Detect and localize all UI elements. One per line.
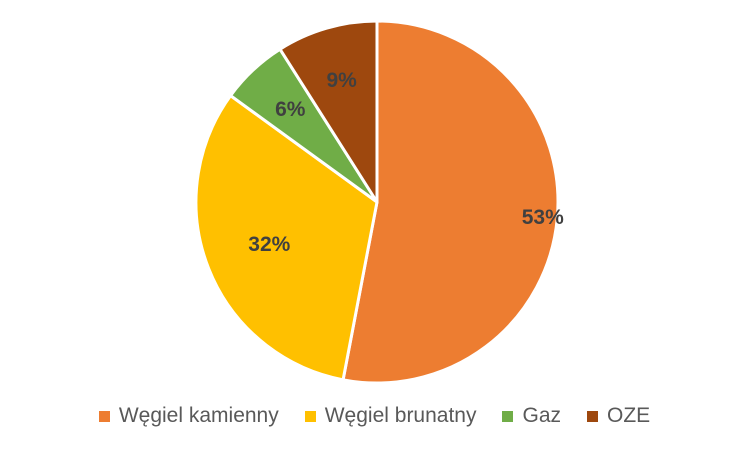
legend-swatch-gaz (502, 410, 514, 422)
data-label-oze: 9% (326, 69, 357, 92)
legend-swatch-wegiel-brunatny (304, 410, 316, 422)
legend-item-wegiel-kamienny: Węgiel kamienny (98, 404, 279, 428)
legend-label-oze: OZE (607, 404, 651, 427)
legend-label-wegiel-brunatny: Węgiel brunatny (324, 404, 477, 427)
legend-swatch-oze (587, 410, 598, 422)
data-label-wegiel-brunatny: 32% (248, 233, 290, 256)
pie-slice-wegiel-brunatny (194, 94, 379, 382)
data-label-wegiel-kamienny: 53% (522, 206, 564, 229)
pie-slice-oze (278, 19, 379, 204)
legend: Węgiel kamienny Węgiel brunatny Gaz OZE (0, 400, 749, 432)
legend-item-oze: OZE (587, 404, 650, 428)
pie-slice-wegiel-kamienny (341, 19, 560, 385)
legend-label-wegiel-kamienny: Węgiel kamienny (118, 404, 279, 427)
legend-swatch-wegiel-kamienny (98, 410, 110, 422)
data-label-gaz: 6% (275, 98, 306, 121)
pie-chart-canvas: 53% 32% 6% 9% (194, 19, 564, 385)
legend-item-wegiel-brunatny: Węgiel brunatny (304, 404, 477, 428)
legend-item-gaz: Gaz (502, 404, 561, 428)
legend-label-gaz: Gaz (522, 404, 561, 427)
